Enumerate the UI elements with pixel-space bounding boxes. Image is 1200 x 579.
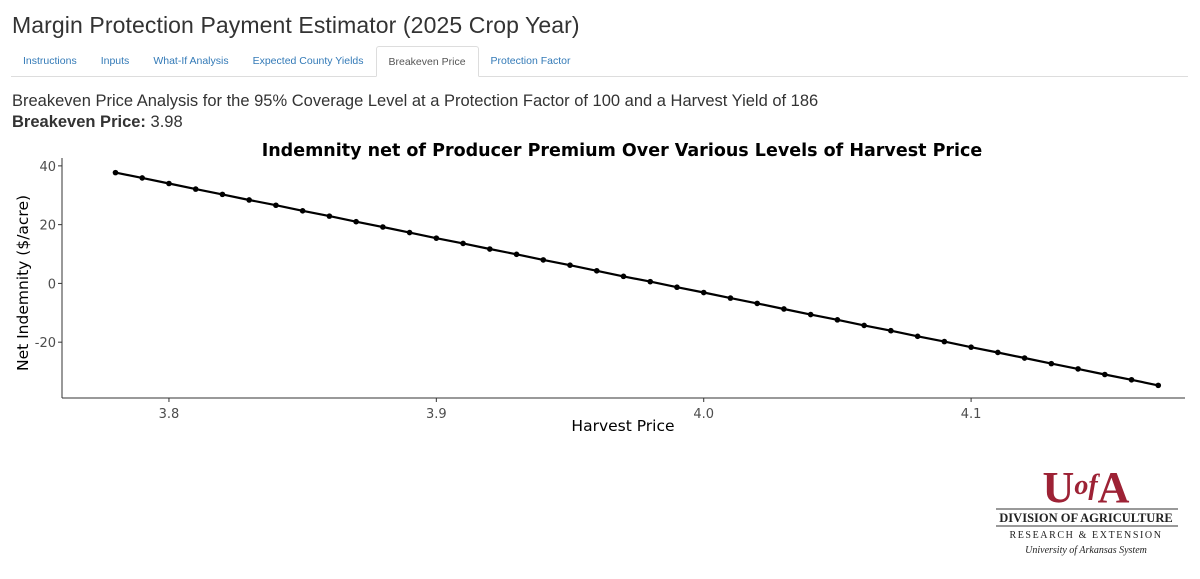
- tab-what-if-analysis[interactable]: What-If Analysis: [153, 55, 229, 67]
- data-point: [353, 218, 359, 225]
- data-point: [299, 208, 306, 214]
- data-point: [326, 213, 333, 219]
- data-point: [914, 333, 921, 340]
- data-point: [968, 344, 974, 350]
- data-point: [487, 246, 493, 252]
- data-point: [380, 224, 386, 230]
- tab-instructions[interactable]: Instructions: [23, 55, 77, 67]
- breakeven-label: Breakeven Price:: [12, 113, 146, 131]
- data-point: [246, 197, 252, 203]
- data-point: [1075, 366, 1081, 372]
- logo-line-2: RESEARCH & EXTENSION: [1009, 530, 1162, 541]
- x-axis-label: Harvest Price: [571, 417, 674, 435]
- data-point: [567, 262, 573, 268]
- y-tick-label: 0: [48, 277, 56, 292]
- data-point: [1048, 360, 1055, 367]
- app-title: Margin Protection Payment Estimator (202…: [12, 12, 580, 38]
- data-point: [112, 169, 119, 176]
- data-point: [700, 289, 707, 296]
- tab-expected-county-yields[interactable]: Expected County Yields: [252, 55, 364, 67]
- breakeven-price-line: Breakeven Price: 3.98: [12, 113, 183, 132]
- data-point: [513, 251, 520, 258]
- data-point: [1128, 376, 1135, 383]
- x-tick-label: 4.0: [693, 407, 714, 422]
- data-point: [674, 284, 680, 291]
- axes: [61, 158, 1185, 399]
- tab-breakeven-price[interactable]: Breakeven Price: [375, 46, 479, 77]
- data-point: [941, 338, 948, 345]
- uofa-division-of-agriculture-logo: UofA DIVISION OF AGRICULTURE RESEARCH & …: [996, 463, 1178, 556]
- y-tick-label: -20: [35, 336, 56, 351]
- data-point: [593, 267, 600, 274]
- data-point: [1021, 355, 1028, 361]
- ticks: 3.8 3.9 4.0 4.1 -20 0 20 40: [35, 160, 982, 422]
- data-point: [192, 186, 199, 192]
- y-tick-label: 40: [39, 160, 56, 175]
- data-point: [620, 273, 627, 280]
- y-axis-label: Net Indemnity ($/acre): [14, 195, 32, 371]
- data-point: [166, 180, 172, 187]
- logo-line-1: DIVISION OF AGRICULTURE: [999, 511, 1172, 525]
- data-point: [888, 327, 894, 334]
- analysis-description: Breakeven Price Analysis for the 95% Cov…: [12, 92, 819, 110]
- tab-protection-factor[interactable]: Protection Factor: [490, 55, 571, 67]
- data-point: [273, 202, 279, 209]
- tab-bar: Instructions Inputs What-If Analysis Exp…: [11, 46, 1188, 77]
- data-point: [219, 191, 226, 198]
- x-tick-label: 4.1: [961, 407, 982, 422]
- data-point: [433, 235, 440, 241]
- data-point: [727, 295, 734, 301]
- data-point: [781, 306, 787, 312]
- series-path: [115, 171, 1159, 387]
- data-point: [139, 175, 146, 181]
- x-tick-label: 3.8: [159, 407, 180, 422]
- data-point: [460, 240, 466, 247]
- data-point: [861, 322, 867, 329]
- data-point: [1155, 382, 1162, 389]
- data-point: [807, 311, 814, 318]
- data-point: [406, 229, 413, 236]
- logo-monogram: UofA: [1043, 463, 1130, 512]
- breakeven-value: 3.98: [150, 113, 183, 131]
- data-point: [995, 349, 1001, 356]
- data-point: [540, 257, 547, 263]
- chart-title: Indemnity net of Producer Premium Over V…: [262, 141, 983, 161]
- data-point: [1101, 371, 1108, 378]
- net-indemnity-chart: Indemnity net of Producer Premium Over V…: [14, 141, 1185, 435]
- data-point: [647, 278, 654, 285]
- data-point: [834, 317, 841, 323]
- tab-inputs[interactable]: Inputs: [100, 55, 130, 67]
- series-line: [112, 169, 1162, 389]
- y-tick-label: 20: [39, 219, 56, 234]
- x-tick-label: 3.9: [426, 407, 447, 422]
- data-point: [754, 300, 760, 307]
- logo-line-3: University of Arkansas System: [1025, 545, 1147, 556]
